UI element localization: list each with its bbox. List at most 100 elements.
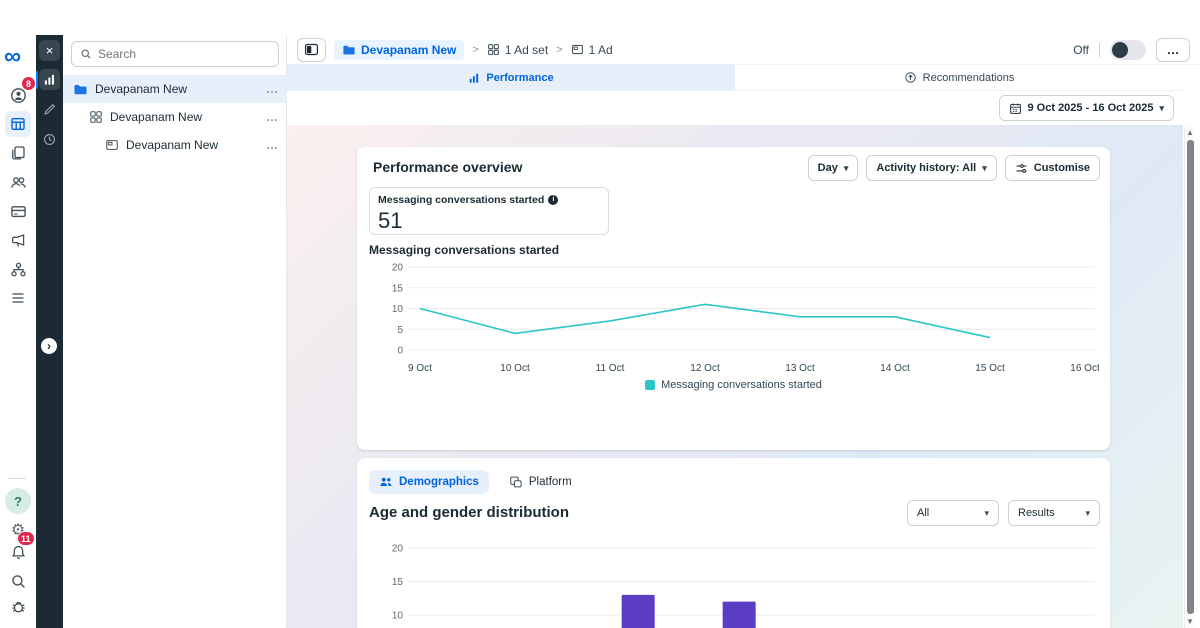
row-menu-icon[interactable]: … — [266, 82, 279, 96]
active-nav-indicator — [36, 71, 38, 89]
tab-recommendations[interactable]: Recommendations — [735, 65, 1183, 90]
metric-card-messaging-conversations[interactable]: Messaging conversations started i 51 — [369, 187, 609, 235]
ad-status-label: Off — [1073, 43, 1100, 57]
hamburger-menu-icon — [10, 290, 26, 306]
breadcrumb-campaign[interactable]: Devapanam New — [334, 40, 464, 60]
activity-history-dropdown[interactable]: Activity history: All ▾ — [866, 155, 996, 181]
business-structure-button[interactable] — [5, 256, 31, 282]
tab-recommendations-label: Recommendations — [923, 72, 1015, 84]
date-range-picker[interactable]: 9 Oct 2025 - 16 Oct 2025 ▾ — [999, 95, 1175, 121]
performance-overview-card: Performance overview Day ▾ Activity hist… — [357, 147, 1110, 450]
scroll-up-icon[interactable]: ▲ — [1185, 127, 1195, 139]
left-icon-rail: ∞ 8 — [0, 35, 36, 628]
close-icon: × — [46, 43, 54, 58]
meta-logo-icon: ∞ — [4, 45, 21, 69]
search-icon — [80, 48, 92, 60]
chart-legend: Messaging conversations started — [357, 379, 1110, 391]
info-icon[interactable]: i — [548, 195, 558, 205]
metric-select[interactable]: Results ▾ — [1008, 500, 1100, 526]
x-tick-label: 10 Oct — [500, 363, 530, 374]
demographics-card: Demographics Platform Age and gender dis… — [357, 458, 1110, 628]
tab-performance-label: Performance — [486, 72, 553, 84]
insights-nav-button[interactable] — [39, 69, 60, 90]
org-hierarchy-icon — [10, 261, 27, 278]
y-tick-label: 20 — [392, 263, 404, 274]
scroll-down-icon[interactable]: ▼ — [1185, 616, 1195, 628]
audiences-button[interactable] — [5, 169, 31, 195]
help-icon: ? — [14, 494, 22, 509]
megaphone-icon — [10, 232, 27, 249]
x-tick-label: 13 Oct — [785, 363, 815, 374]
row-menu-icon[interactable]: … — [266, 110, 279, 124]
edit-nav-button[interactable] — [39, 99, 60, 120]
line-chart-svg: 201510509 Oct10 Oct11 Oct12 Oct13 Oct14 … — [369, 257, 1099, 379]
report-canvas: Performance overview Day ▾ Activity hist… — [287, 125, 1183, 628]
scrollbar-thumb[interactable] — [1187, 140, 1194, 614]
legend-swatch-icon — [645, 380, 655, 390]
bug-icon — [10, 598, 27, 615]
recommendations-icon — [904, 71, 917, 84]
advertise-button[interactable] — [5, 227, 31, 253]
bar-chart-svg: 201510 — [369, 538, 1099, 628]
more-options-button[interactable]: … — [1156, 38, 1190, 62]
chevron-down-icon: ▾ — [984, 508, 989, 519]
x-tick-label: 11 Oct — [596, 363, 625, 374]
line-chart[interactable]: 201510509 Oct10 Oct11 Oct12 Oct13 Oct14 … — [369, 257, 1099, 379]
tree-row-ad-set[interactable]: Devapanam New … — [63, 103, 287, 131]
ad-status-toggle[interactable] — [1110, 40, 1146, 60]
tree-row-ad[interactable]: Devapanam New … — [63, 131, 287, 159]
all-tools-button[interactable] — [5, 285, 31, 311]
x-tick-label: 16 Oct — [1070, 363, 1099, 374]
dark-nav-column: × › — [36, 35, 63, 628]
clock-icon — [43, 133, 56, 146]
campaigns-button[interactable] — [5, 111, 31, 137]
legend-label: Messaging conversations started — [661, 379, 822, 391]
credit-card-icon — [10, 203, 27, 220]
tab-platform[interactable]: Platform — [499, 470, 582, 494]
customise-sliders-icon — [1015, 162, 1028, 175]
toggle-knob — [1112, 42, 1128, 58]
date-filter-row: 9 Oct 2025 - 16 Oct 2025 ▾ — [287, 91, 1200, 125]
row-menu-icon[interactable]: … — [266, 138, 279, 152]
breadcrumb-ad-set[interactable]: 1 Ad set — [487, 43, 548, 57]
tree-row-label: Devapanam New — [126, 138, 218, 152]
day-label: Day — [818, 162, 838, 174]
y-tick-label: 10 — [392, 304, 404, 315]
audiences-people-icon — [10, 174, 27, 191]
customise-button[interactable]: Customise — [1005, 155, 1100, 181]
vertical-scrollbar[interactable]: ▲ ▼ — [1184, 127, 1195, 628]
expand-panel-button[interactable]: › — [41, 338, 57, 354]
help-button[interactable]: ? — [5, 488, 31, 514]
collapse-sidebar-button[interactable] — [297, 38, 326, 62]
history-nav-button[interactable] — [39, 129, 60, 150]
day-granularity-dropdown[interactable]: Day ▾ — [808, 155, 859, 181]
line-series — [420, 304, 990, 337]
tab-demographics[interactable]: Demographics — [369, 470, 489, 494]
close-panel-button[interactable]: × — [39, 40, 60, 61]
x-tick-label: 15 Oct — [975, 363, 1005, 374]
tree-search[interactable] — [71, 41, 279, 67]
bar[interactable] — [723, 602, 756, 628]
tree-row-campaign[interactable]: Devapanam New … — [63, 75, 287, 103]
demographics-people-icon — [379, 475, 393, 489]
breadcrumb-separator: > — [556, 44, 562, 56]
x-tick-label: 14 Oct — [880, 363, 910, 374]
bar-chart[interactable]: 201510 — [369, 538, 1099, 628]
bar[interactable] — [622, 595, 655, 628]
chevron-down-icon: ▾ — [982, 163, 987, 174]
tab-performance[interactable]: Performance — [287, 65, 735, 90]
rail-divider — [8, 478, 26, 479]
breadcrumb-ad[interactable]: 1 Ad — [571, 43, 613, 57]
campaigns-table-icon — [10, 116, 26, 132]
billing-button[interactable] — [5, 198, 31, 224]
search-tools-button[interactable] — [5, 568, 31, 594]
search-input[interactable] — [98, 47, 270, 61]
x-tick-label: 9 Oct — [408, 363, 432, 374]
report-bug-button[interactable] — [5, 593, 31, 619]
card-title: Performance overview — [373, 159, 522, 175]
notifications-button[interactable]: 11 — [5, 539, 31, 565]
account-overview-button[interactable]: 8 — [5, 82, 31, 108]
demographics-chart-title: Age and gender distribution — [369, 504, 569, 521]
breakdown-select[interactable]: All ▾ — [907, 500, 999, 526]
ads-reporting-button[interactable] — [5, 140, 31, 166]
